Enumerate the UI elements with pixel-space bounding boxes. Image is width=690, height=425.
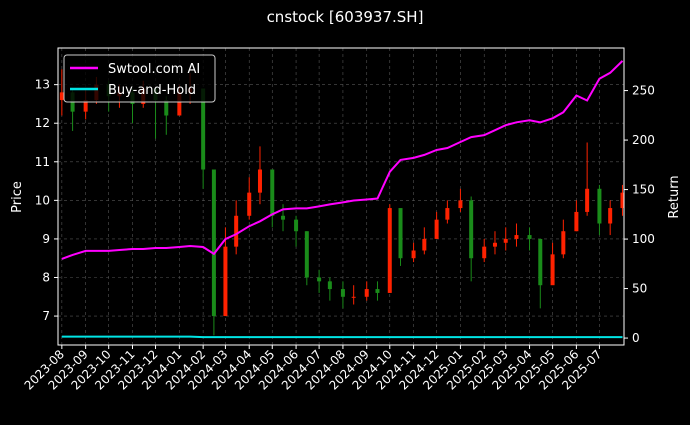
- candle-body: [411, 250, 416, 259]
- y-tick-label-right: 250: [632, 84, 655, 98]
- strategy-line: [61, 60, 624, 260]
- candle-body: [492, 242, 497, 247]
- candle-body: [469, 200, 474, 259]
- candle-body: [387, 208, 392, 293]
- y-tick-label-left: 8: [42, 271, 50, 285]
- candle-body: [422, 238, 427, 251]
- candle-body: [164, 100, 169, 116]
- y-axis-left: 7 8 9 10 11 12 13: [35, 78, 58, 323]
- candle-body: [514, 235, 519, 239]
- candle-body: [177, 92, 182, 116]
- candle-body: [281, 215, 286, 220]
- series-lines: [61, 60, 624, 339]
- candle-body: [561, 231, 566, 255]
- y-label-right: Return: [667, 175, 682, 218]
- plot-frame: [57, 47, 625, 346]
- candle-body: [620, 192, 625, 209]
- candle-body: [482, 246, 487, 259]
- chart-title: cnstock [603937.SH]: [267, 8, 424, 26]
- candle-body: [458, 200, 463, 209]
- y-axis-right: 0 50 100 150 200 250: [624, 84, 655, 345]
- candle-body: [364, 289, 369, 297]
- legend: Swtool.com AI Buy-and-Hold: [63, 54, 216, 103]
- y-tick-label-right: 150: [632, 183, 655, 197]
- y-tick-label-right: 0: [632, 331, 640, 345]
- candle-body: [211, 169, 216, 317]
- legend-label-strategy: Swtool.com AI: [108, 62, 200, 77]
- candle-body: [340, 289, 345, 297]
- candle-body: [234, 215, 239, 247]
- candle-body: [294, 219, 299, 232]
- candle-body: [503, 238, 508, 243]
- candle-body: [398, 208, 403, 259]
- legend-label-buy-hold: Buy-and-Hold: [108, 83, 196, 98]
- candle-body: [445, 208, 450, 220]
- candle-body: [574, 211, 579, 232]
- x-axis: 2023-082023-092023-102023-112023-122024-…: [22, 345, 605, 393]
- candle-body: [327, 281, 332, 290]
- legend-box: [63, 54, 216, 103]
- y-tick-label-right: 100: [632, 232, 655, 246]
- buy-hold-line: [61, 335, 623, 339]
- y-tick-label-left: 11: [35, 155, 50, 169]
- candle-body: [223, 246, 228, 317]
- candle-body: [270, 169, 275, 216]
- y-tick-label-left: 13: [35, 78, 50, 92]
- candle-body: [59, 92, 64, 101]
- y-tick-label-right: 200: [632, 133, 655, 147]
- y-tick-label-right: 50: [632, 282, 647, 296]
- candle-body: [375, 289, 380, 293]
- candle-body: [201, 88, 206, 170]
- y-label-left: Price: [10, 181, 25, 213]
- candle-body: [317, 277, 322, 282]
- candle-body: [538, 238, 543, 286]
- candle-body: [247, 192, 252, 216]
- candle-body: [257, 169, 262, 193]
- y-tick-label-left: 9: [42, 232, 50, 246]
- candle-body: [608, 208, 613, 224]
- candle-body: [550, 254, 555, 286]
- candle-body: [585, 188, 590, 212]
- candle-body: [527, 235, 532, 239]
- y-tick-label-left: 7: [42, 309, 50, 323]
- candle-body: [351, 296, 356, 298]
- candle-body: [83, 100, 88, 112]
- y-tick-label-left: 12: [35, 116, 50, 130]
- candle-body: [434, 219, 439, 239]
- candle-body: [597, 188, 602, 224]
- y-tick-label-left: 10: [35, 193, 50, 207]
- candle-body: [304, 231, 309, 278]
